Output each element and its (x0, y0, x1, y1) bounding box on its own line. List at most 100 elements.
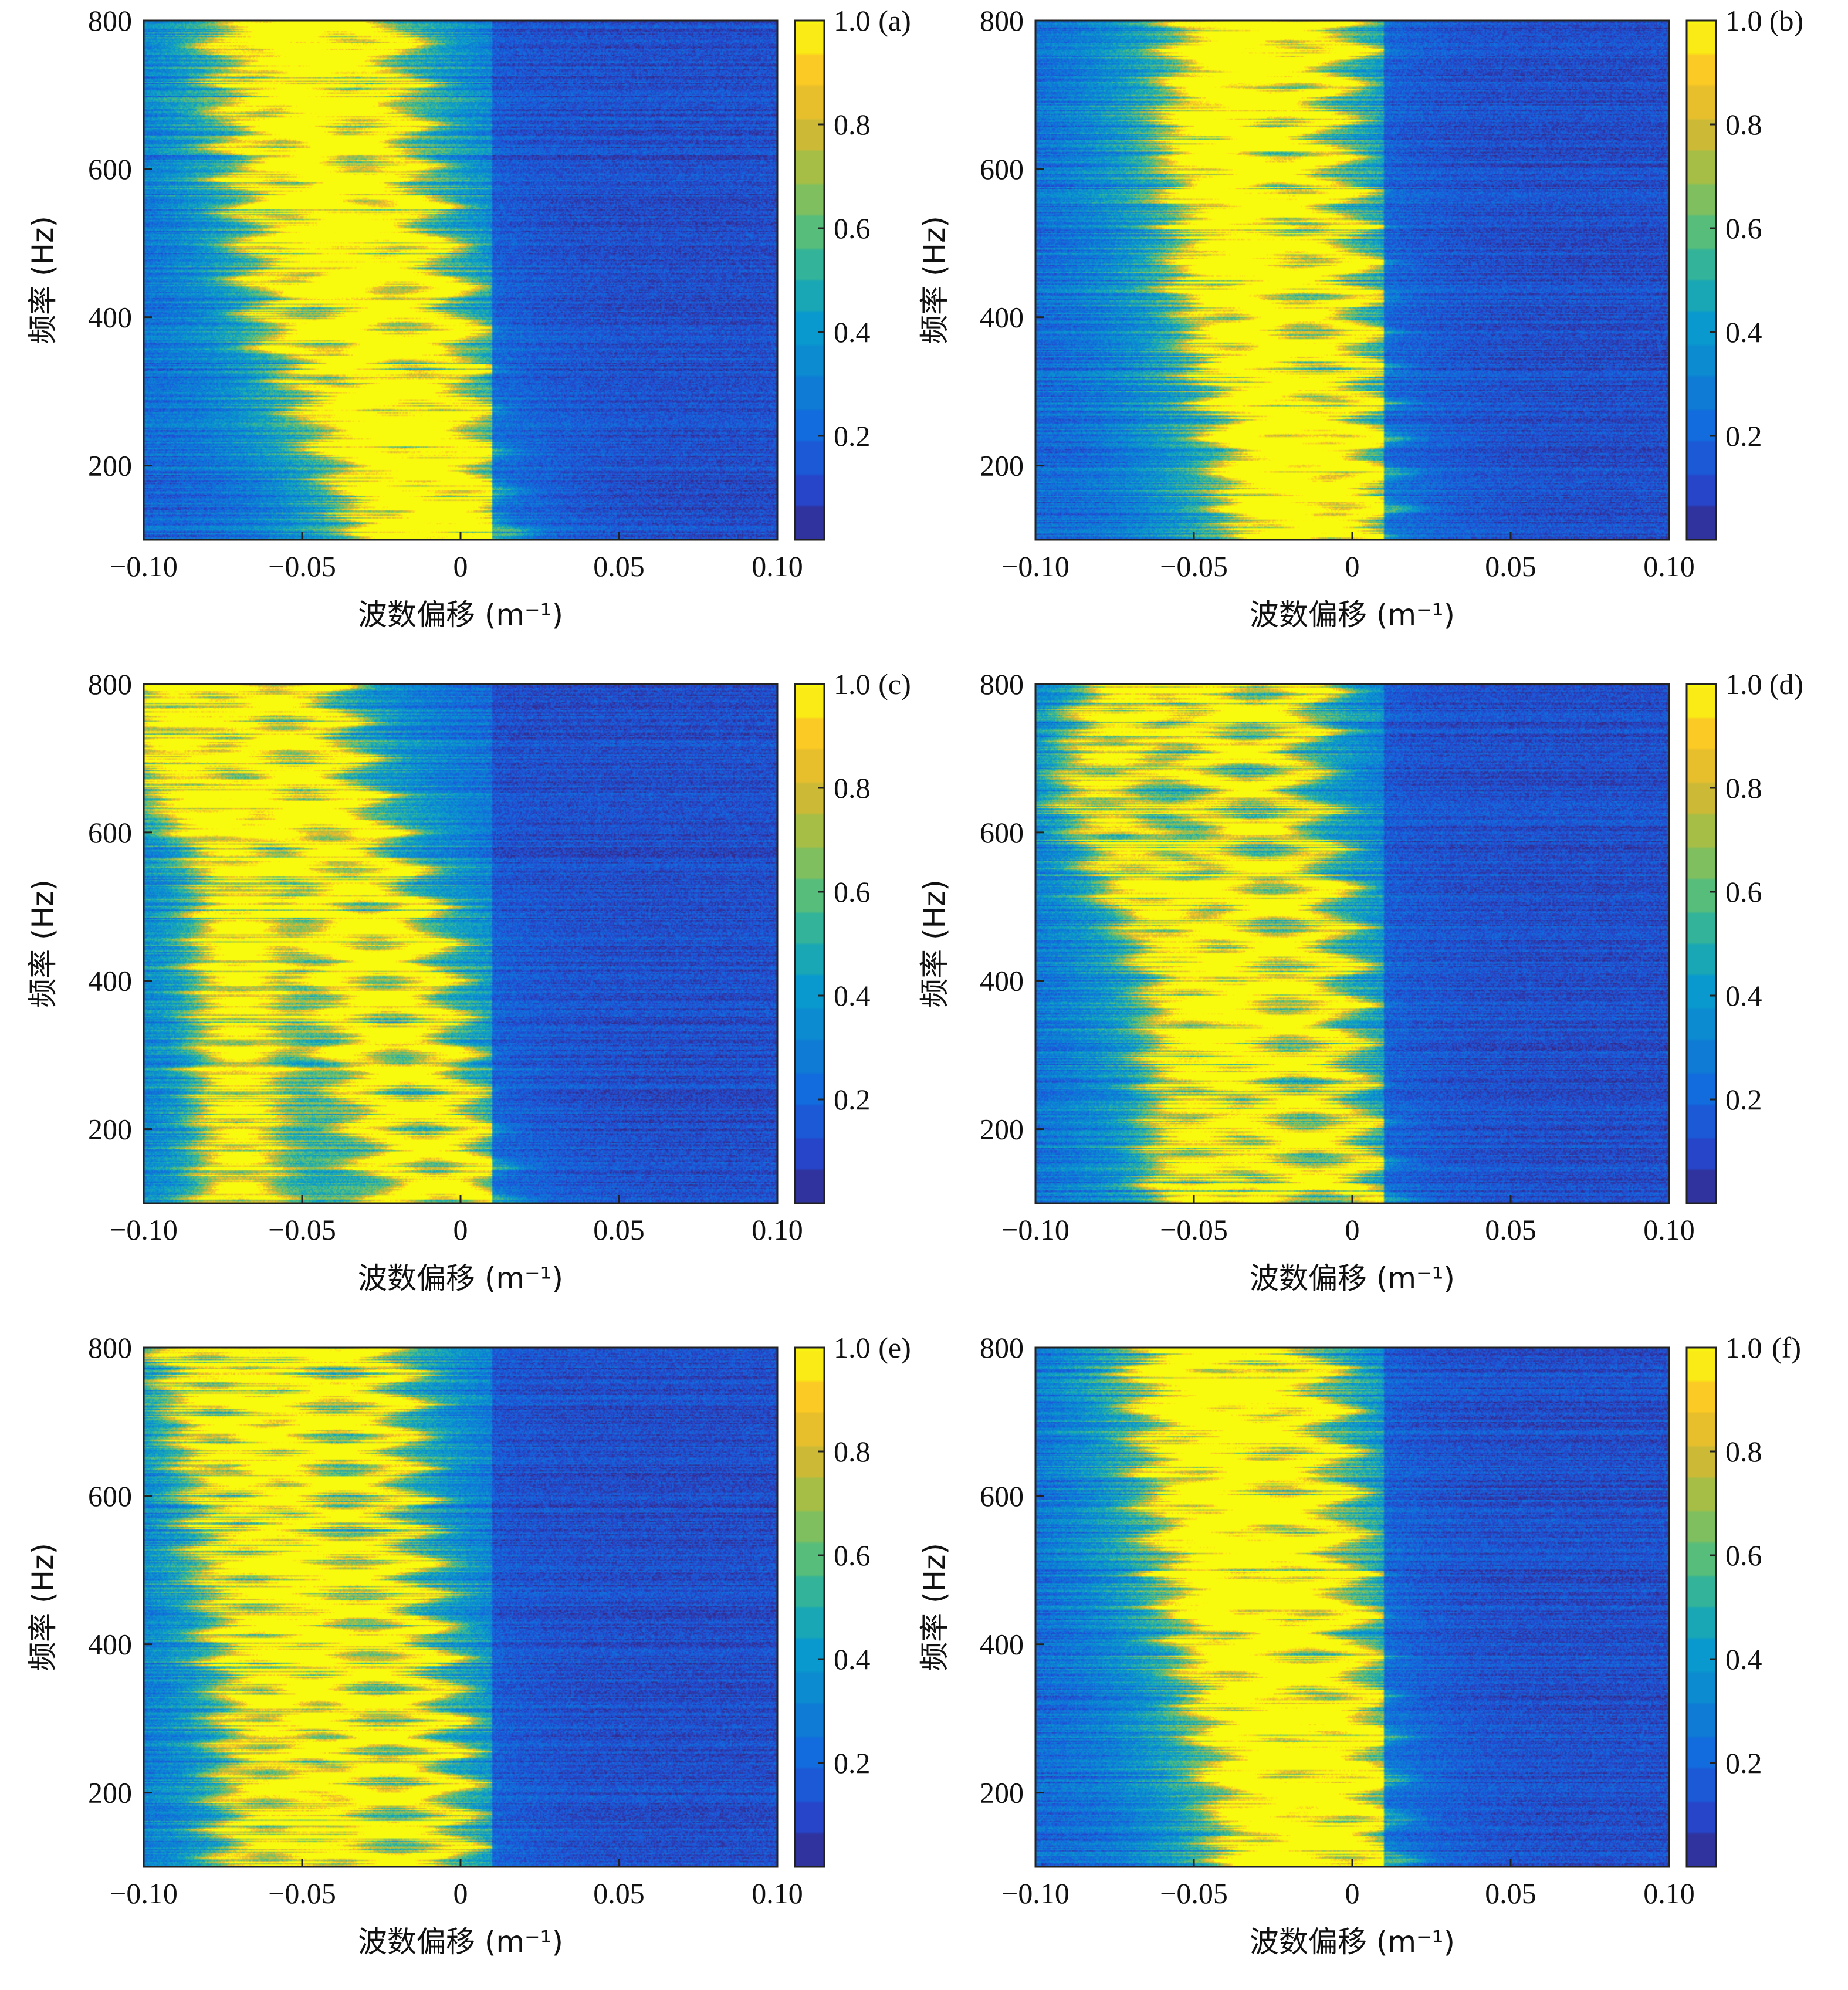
x-tick-label: −0.05 (1160, 550, 1228, 583)
axes-overlay: −0.10 −0.05 0 0.05 0.10 200 400 600 800 波数偏移 (m⁻¹… (26, 1331, 911, 1959)
colorbar-tick-label: 0.6 (1725, 875, 1762, 908)
plot-frame (143, 683, 779, 1204)
y-tick-label: 200 (980, 1776, 1024, 1809)
x-tick-label: 0 (1345, 550, 1360, 583)
x-tick-label: 0 (1345, 1213, 1360, 1246)
heatmap-image (1035, 21, 1669, 540)
colorbar-tick-label: 0.4 (834, 979, 871, 1012)
y-tick-label: 800 (980, 1331, 1024, 1364)
x-tick-label: 0.10 (1643, 550, 1695, 583)
y-tick-label: 400 (980, 1628, 1024, 1661)
x-tick-label: 0.05 (1485, 550, 1536, 583)
colorbar-tick-label: 0.4 (1725, 316, 1762, 348)
colorbar-tick-label: 0.8 (1725, 108, 1762, 141)
x-tick-label: 0 (453, 1213, 468, 1246)
colorbar-tick-label: 0.8 (834, 108, 871, 141)
colorbar-tick-label: 0.4 (1725, 979, 1762, 1012)
panel-label: (a) (878, 4, 911, 37)
heatmap-image (144, 21, 777, 540)
x-tick-label: −0.05 (1160, 1213, 1228, 1246)
heatmap-panel: −0.10 −0.05 0 0.05 0.10 200 400 600 800 波数偏移 (m⁻¹… (892, 664, 1807, 1326)
panel-label: (d) (1769, 668, 1803, 700)
x-tick-label: 0 (453, 1877, 468, 1910)
colorbar-tick-label: 0.2 (834, 1083, 871, 1116)
y-tick-label: 800 (88, 1331, 132, 1364)
x-tick-label: −0.05 (268, 1213, 336, 1246)
colorbar-frame (1685, 1346, 1717, 1868)
colorbar-gradient (1687, 21, 1716, 540)
x-tick-label: 0.05 (593, 1877, 645, 1910)
plot-frame (143, 1346, 779, 1868)
colorbar-gradient (795, 1348, 824, 1867)
colorbar-tick-label: 1.0 (1725, 4, 1762, 37)
colorbar-frame (1685, 683, 1717, 1204)
y-axis-title: 频率 (Hz) (918, 879, 952, 1008)
y-tick-label: 400 (980, 964, 1024, 997)
colorbar-tick-label: 1.0 (1725, 668, 1762, 700)
y-tick-label: 400 (88, 1628, 132, 1661)
colorbar-tick-label: 0.4 (1725, 1643, 1762, 1676)
colorbar-gradient (1687, 1348, 1716, 1867)
colorbar-tick-label: 1.0 (1725, 1331, 1762, 1364)
heatmap-image (144, 1348, 777, 1867)
plot-frame (1034, 19, 1670, 541)
x-tick-label: −0.05 (268, 1877, 336, 1910)
colorbar-tick-label: 0.8 (834, 1435, 871, 1468)
colorbar-tick-label: 0.2 (1725, 1747, 1762, 1779)
y-tick-label: 800 (980, 668, 1024, 700)
plot-frame (1034, 683, 1670, 1204)
colorbar-tick-label: 0.2 (1725, 419, 1762, 452)
colorbar-gradient (1687, 684, 1716, 1203)
y-tick-label: 600 (980, 1480, 1024, 1512)
x-tick-label: 0.05 (593, 1213, 645, 1246)
x-tick-label: −0.05 (1160, 1877, 1228, 1910)
colorbar-tick-label: 0.6 (834, 212, 871, 245)
panel-label: (e) (878, 1331, 911, 1364)
x-tick-label: −0.10 (1001, 550, 1069, 583)
y-tick-label: 400 (88, 301, 132, 334)
y-tick-label: 800 (88, 668, 132, 700)
y-tick-label: 600 (980, 816, 1024, 849)
y-axis-title: 频率 (Hz) (918, 216, 952, 344)
colorbar-tick-label: 0.6 (834, 875, 871, 908)
axes-overlay: −0.10 −0.05 0 0.05 0.10 200 400 600 800 波数偏移 (m⁻¹… (26, 4, 911, 632)
x-tick-label: 0.10 (1643, 1213, 1695, 1246)
colorbar-tick-label: 0.2 (834, 419, 871, 452)
y-tick-label: 200 (88, 1113, 132, 1146)
x-axis-title: 波数偏移 (m⁻¹) (358, 598, 563, 632)
colorbar-frame (794, 19, 825, 541)
y-tick-label: 600 (980, 153, 1024, 185)
panel-label: (c) (878, 668, 911, 700)
x-tick-label: −0.10 (1001, 1213, 1069, 1246)
y-tick-label: 600 (88, 153, 132, 185)
heatmap-panel: −0.10 −0.05 0 0.05 0.10 200 400 600 800 波数偏移 (m⁻¹… (892, 1327, 1807, 1990)
x-tick-label: 0.10 (752, 1213, 803, 1246)
y-tick-label: 200 (88, 449, 132, 482)
colorbar-tick-label: 0.4 (834, 1643, 871, 1676)
colorbar-tick-label: 0.8 (1725, 1435, 1762, 1468)
colorbar-gradient (795, 21, 824, 540)
x-axis-title: 波数偏移 (m⁻¹) (358, 1925, 563, 1959)
y-tick-label: 600 (88, 1480, 132, 1512)
heatmap-panel: −0.10 −0.05 0 0.05 0.10 200 400 600 800 波数偏移 (m⁻¹… (892, 0, 1807, 663)
x-tick-label: −0.10 (110, 550, 178, 583)
colorbar-tick-label: 0.6 (1725, 212, 1762, 245)
y-tick-label: 400 (88, 964, 132, 997)
x-tick-label: −0.10 (110, 1213, 178, 1246)
axes-overlay: −0.10 −0.05 0 0.05 0.10 200 400 600 800 波数偏移 (m⁻¹… (918, 1331, 1801, 1959)
colorbar-tick-label: 0.6 (1725, 1539, 1762, 1572)
y-tick-label: 800 (980, 4, 1024, 37)
colorbar-tick-label: 0.8 (834, 771, 871, 804)
plot-frame (1034, 1346, 1670, 1868)
colorbar-frame (794, 1346, 825, 1868)
x-tick-label: −0.10 (110, 1877, 178, 1910)
x-axis-title: 波数偏移 (m⁻¹) (1250, 1261, 1455, 1295)
colorbar-frame (1685, 19, 1717, 541)
x-axis-title: 波数偏移 (m⁻¹) (1250, 598, 1455, 632)
y-tick-label: 200 (980, 1113, 1024, 1146)
panel-label: (f) (1772, 1331, 1801, 1364)
x-axis-title: 波数偏移 (m⁻¹) (358, 1261, 563, 1295)
colorbar-frame (794, 683, 825, 1204)
axes-overlay: −0.10 −0.05 0 0.05 0.10 200 400 600 800 波数偏移 (m⁻¹… (918, 668, 1803, 1295)
x-tick-label: 0.05 (1485, 1213, 1536, 1246)
